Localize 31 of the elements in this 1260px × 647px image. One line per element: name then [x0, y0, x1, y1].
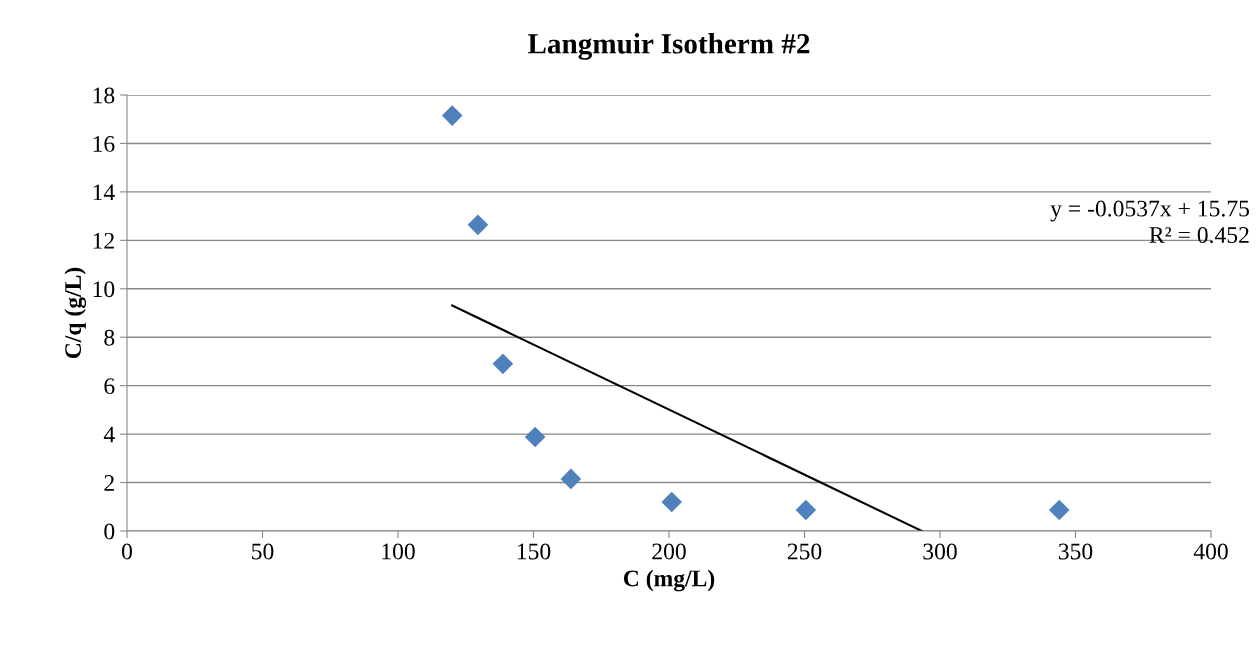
y-tick-label: 12 — [93, 232, 114, 249]
x-tick-label: 200 — [652, 543, 686, 560]
x-tick-label: 350 — [1058, 543, 1093, 560]
x-tick-label: 150 — [517, 543, 551, 560]
x-tick-label: 0 — [122, 543, 132, 560]
y-tick-label: 8 — [104, 329, 115, 346]
x-axis-title: C (mg/L) — [623, 569, 715, 592]
x-tick-label: 100 — [382, 543, 415, 560]
y-tick-label: 6 — [104, 378, 115, 395]
y-tick-label: 16 — [93, 136, 115, 152]
point — [1048, 499, 1070, 521]
chart-title: Langmuir Isotherm #2 — [527, 33, 810, 60]
y-axis-title: C/q (g/L) — [64, 267, 87, 359]
point — [441, 105, 463, 126]
y-tick-label: 14 — [93, 184, 115, 201]
point — [492, 353, 514, 375]
y-tick-label: 10 — [93, 281, 115, 298]
x-tick-label: 400 — [1193, 543, 1228, 560]
annotation: y = -0.0537x + 15.75 R² = 0.452 — [1050, 200, 1249, 244]
point — [560, 468, 582, 490]
y-tick-label: 0 — [104, 523, 115, 540]
point — [661, 491, 683, 513]
y-tick-label: 18 — [93, 87, 115, 104]
point — [524, 426, 546, 448]
x-tick-label: 250 — [787, 543, 822, 560]
x-tick-label: 50 — [252, 543, 274, 560]
x-tick-label: 300 — [923, 543, 957, 560]
point — [795, 499, 817, 521]
point — [467, 214, 489, 236]
y-tick-label: 2 — [104, 475, 114, 491]
y-tick-label: 4 — [103, 426, 115, 443]
